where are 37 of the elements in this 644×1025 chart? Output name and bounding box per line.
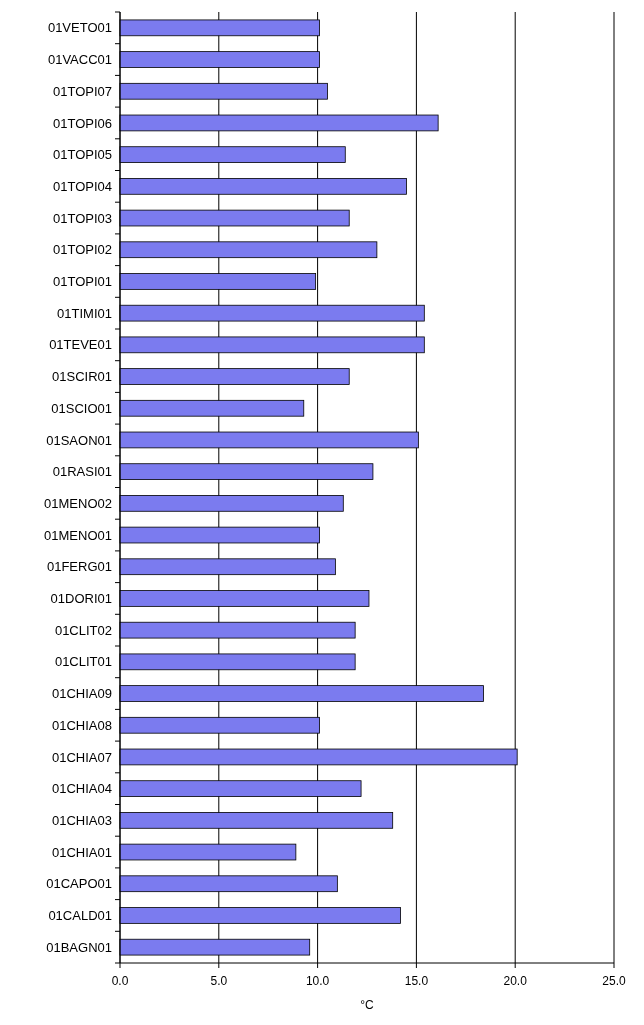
y-tick-label: 01MENO02 <box>44 495 112 511</box>
y-tick-label: 01MENO01 <box>44 527 112 543</box>
y-tick-label: 01CAPO01 <box>46 876 112 892</box>
x-tick-label: 15.0 <box>404 974 429 988</box>
y-tick-label: 01CHIA04 <box>52 781 112 797</box>
x-tick-label: 5.0 <box>210 974 228 988</box>
y-tick-label: 01CHIA08 <box>52 717 112 733</box>
y-tick-label: 01FERG01 <box>46 559 112 575</box>
y-tick-label: 01BAGN01 <box>46 939 112 955</box>
y-tick-label: 01TOPI06 <box>52 115 112 131</box>
x-tick-label: 20.0 <box>503 974 528 988</box>
y-tick-label: 01TEVE01 <box>49 337 112 353</box>
y-tick-label: 01SCIR01 <box>52 369 112 385</box>
y-tick-label: 01DORI01 <box>50 591 112 606</box>
y-tick-label: 01TOPI01 <box>52 274 112 289</box>
y-tick-label: 01TOPI05 <box>52 147 112 163</box>
x-tick-label: 0.0 <box>111 974 129 988</box>
y-tick-label: 01SAON01 <box>46 432 112 448</box>
y-tick-label: 01CLIT01 <box>54 654 112 670</box>
y-tick-label: 01CHIA07 <box>52 749 112 765</box>
y-tick-label: 01TOPI07 <box>52 83 112 99</box>
y-tick-label: 01TOPI04 <box>52 178 112 194</box>
y-tick-label: 01TIMI01 <box>57 305 112 321</box>
y-tick-label: 01CHIA01 <box>52 844 112 860</box>
y-tick-label: 01VACC01 <box>47 52 112 68</box>
y-tick-label: 01TOPI03 <box>52 210 112 226</box>
y-tick-label: 01CLIT02 <box>54 622 112 638</box>
y-tick-label: 01SCIO01 <box>51 400 112 416</box>
y-tick-label: 01VETO01 <box>47 20 112 36</box>
y-tick-label: 01CHIA03 <box>52 812 112 828</box>
y-tick-label: 01CALD01 <box>48 908 112 923</box>
x-tick-label: 25.0 <box>602 974 626 988</box>
x-axis-title: °C <box>360 998 375 1012</box>
y-tick-label: 01CHIA09 <box>52 686 112 702</box>
x-tick-label: 10.0 <box>305 974 330 988</box>
y-tick-label: 01TOPI02 <box>52 242 112 258</box>
y-tick-label: 01RASI01 <box>52 464 112 480</box>
